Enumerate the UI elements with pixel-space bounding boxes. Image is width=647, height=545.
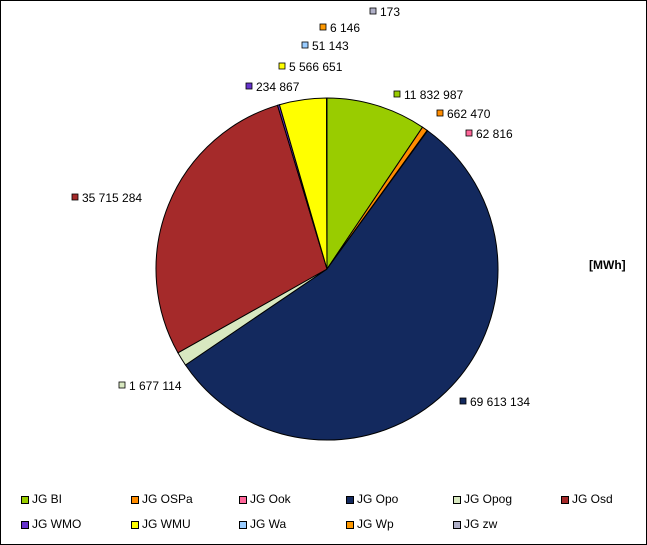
legend-swatch bbox=[131, 521, 139, 529]
legend-label: JG Osd bbox=[572, 492, 613, 506]
legend-label: JG Wp bbox=[357, 517, 394, 531]
data-label-swatch bbox=[278, 62, 286, 70]
data-label-swatch bbox=[301, 41, 309, 49]
legend-swatch bbox=[21, 521, 29, 529]
legend-label: JG BI bbox=[32, 492, 63, 506]
pie-slice-jg-opo bbox=[184, 130, 499, 441]
data-label-swatch bbox=[71, 193, 79, 201]
data-label-swatch bbox=[319, 23, 327, 31]
data-label: 69 613 134 bbox=[470, 395, 530, 409]
data-label-swatch bbox=[369, 7, 377, 15]
data-label: 234 867 bbox=[256, 80, 300, 94]
data-label-swatch bbox=[118, 381, 126, 389]
legend-swatch bbox=[346, 496, 354, 504]
legend-label: JG Wa bbox=[250, 517, 287, 531]
data-label: 35 715 284 bbox=[82, 191, 142, 205]
legend-swatch bbox=[453, 496, 461, 504]
data-label-swatch bbox=[393, 90, 401, 98]
legend-label: JG OSPa bbox=[142, 492, 193, 506]
data-label: 1 677 114 bbox=[129, 379, 182, 393]
data-label: 6 146 bbox=[330, 21, 360, 35]
unit-label: [MWh] bbox=[589, 258, 626, 272]
legend-swatch bbox=[561, 496, 569, 504]
legend-label: JG Opo bbox=[357, 492, 399, 506]
legend: JG BI JG OSPa JG Ook JG Opo JG Opog JG Osd JG … bbox=[0, 490, 647, 540]
legend-label: JG zw bbox=[464, 517, 498, 531]
data-label-swatch bbox=[459, 397, 467, 405]
legend-label: JG Ook bbox=[250, 492, 291, 506]
data-label: 62 816 bbox=[476, 127, 513, 141]
data-label: 51 143 bbox=[312, 39, 349, 53]
data-label: 11 832 987 bbox=[404, 88, 463, 102]
data-label-swatch bbox=[436, 109, 444, 117]
legend-label: JG Opog bbox=[464, 492, 513, 506]
pie-slice-jg-osd bbox=[155, 104, 328, 354]
legend-swatch bbox=[239, 496, 247, 504]
data-label: 5 566 651 bbox=[289, 60, 343, 74]
legend-swatch bbox=[346, 521, 354, 529]
legend-swatch bbox=[239, 521, 247, 529]
legend-swatch bbox=[21, 496, 29, 504]
legend-swatch bbox=[131, 496, 139, 504]
legend-swatch bbox=[453, 521, 461, 529]
data-label: 662 470 bbox=[447, 107, 491, 121]
data-label: 173 bbox=[380, 5, 400, 19]
pie-slice-jg-bi bbox=[326, 97, 424, 271]
legend-label: JG WMO bbox=[32, 517, 82, 531]
data-label-swatch bbox=[465, 129, 473, 137]
data-label-swatch bbox=[245, 82, 253, 90]
legend-label: JG WMU bbox=[142, 517, 191, 531]
